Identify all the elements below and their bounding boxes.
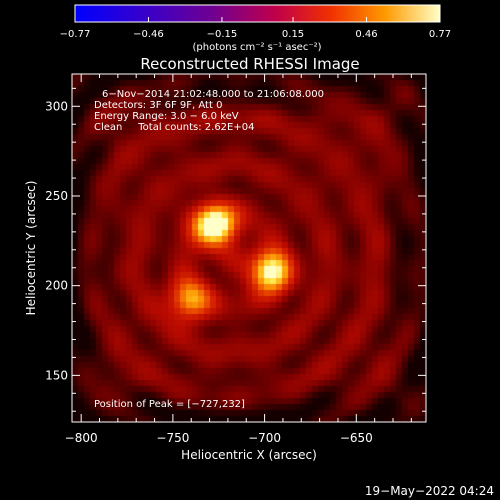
y-axis-label: Heliocentric Y (arcsec) [24,181,38,316]
annotation-detectors: Detectors: 3F 6F 9F, Att 0 [94,100,222,111]
y-axis: 150 200 250 300 [45,87,426,412]
plot-border [71,73,427,423]
colorbar-tick-label: 0.46 [355,29,377,40]
annotation-time: 6−Nov−2014 21:02:48.000 to 21:06:08.000 [102,89,324,100]
annotation-energy: Energy Range: 3.0 − 6.0 keV [94,111,239,122]
x-tick-label: −750 [156,431,189,445]
footer-timestamp: 19−May−2022 04:24 [365,484,494,498]
x-tick-label: −650 [340,431,373,445]
y-tick-label: 200 [45,279,68,293]
annotation-clean: Clean Total counts: 2.62E+04 [94,122,254,133]
x-axis-label: Heliocentric X (arcsec) [181,448,317,462]
heatmap-image [72,74,426,422]
chart-title: Reconstructed RHESSI Image [140,55,359,73]
x-tick-label: −800 [65,431,98,445]
x-axis: −800 −750 −700 −650 [65,74,412,445]
colorbar-tick-label: −0.46 [133,29,164,40]
x-tick-label: −700 [248,431,281,445]
y-tick-label: 300 [45,99,68,113]
peak-position-label: Position of Peak = [−727,232] [94,399,245,410]
y-tick-label: 150 [45,368,68,382]
image-frame [72,74,426,422]
y-tick-label: 250 [45,189,68,203]
colorbar-tick-label: −0.77 [60,29,91,40]
colorbar [74,4,441,23]
colorbar-tick-label: −0.15 [207,29,238,40]
colorbar-tick-label: 0.77 [429,29,451,40]
colorbar-tick-label: 0.15 [282,29,304,40]
colorbar-ticks: −0.77 −0.46 −0.15 0.15 0.46 0.77 [60,17,451,40]
colorbar-unit-label: (photons cm⁻² s⁻¹ asec⁻²) [192,42,321,53]
